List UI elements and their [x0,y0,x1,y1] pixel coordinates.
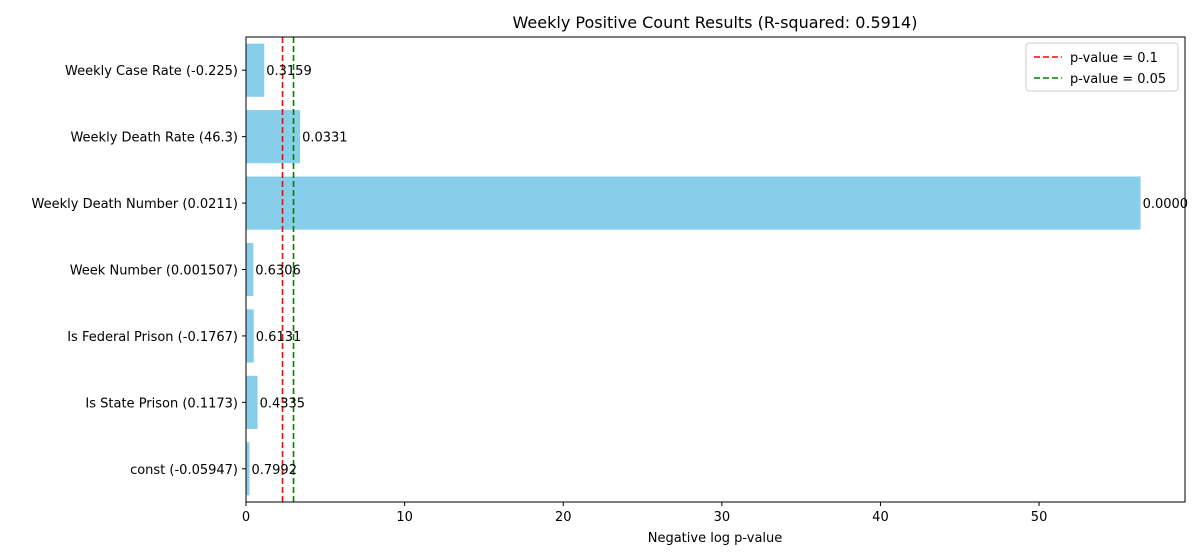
x-tick-label: 0 [242,510,250,525]
x-tick-label: 20 [555,510,572,525]
plot-frame [245,36,1186,503]
data-label: 0.4335 [260,396,306,411]
x-tick-label: 10 [396,510,413,525]
chart-title: Weekly Positive Count Results (R-squared… [513,13,918,32]
bar [246,242,254,297]
y-tick-label: const (-0.05947) [130,463,238,478]
x-tick-label: 40 [872,510,889,525]
data-label: 0.0000 [1143,197,1189,212]
y-tick-label: Is State Prison (0.1173) [85,396,238,411]
data-label: 0.0331 [302,131,348,146]
bar [246,442,250,496]
y-tick-label: Weekly Death Rate (46.3) [70,131,238,146]
plot-area: 0.3159 0.0331 0.0000 0.6306 0.6131 0.4335 0.79… [32,36,1189,525]
legend-label: p-value = 0.1 [1070,51,1158,66]
bar [246,309,254,363]
x-tick-label: 50 [1031,510,1048,525]
x-tick-label: 30 [714,510,731,525]
data-label: 0.6306 [255,264,300,279]
bar [246,375,258,429]
bar [246,43,265,97]
legend-label: p-value = 0.05 [1070,72,1166,87]
x-axis-label: Negative log p-value [648,531,783,546]
legend: p-value = 0.1 p-value = 0.05 [1025,42,1179,92]
data-label: 0.3159 [266,64,312,79]
data-label: 0.7992 [251,463,297,478]
y-tick-label: Weekly Death Number (0.0211) [32,197,238,212]
data-label: 0.6131 [256,330,302,345]
y-tick-label: Week Number (0.001507) [70,264,238,279]
legend-box [1025,42,1179,92]
y-tick-label: Is Federal Prison (-0.1767) [67,330,238,345]
bar [246,110,301,164]
y-tick-label: Weekly Case Rate (-0.225) [65,64,238,79]
bar [246,176,1141,230]
